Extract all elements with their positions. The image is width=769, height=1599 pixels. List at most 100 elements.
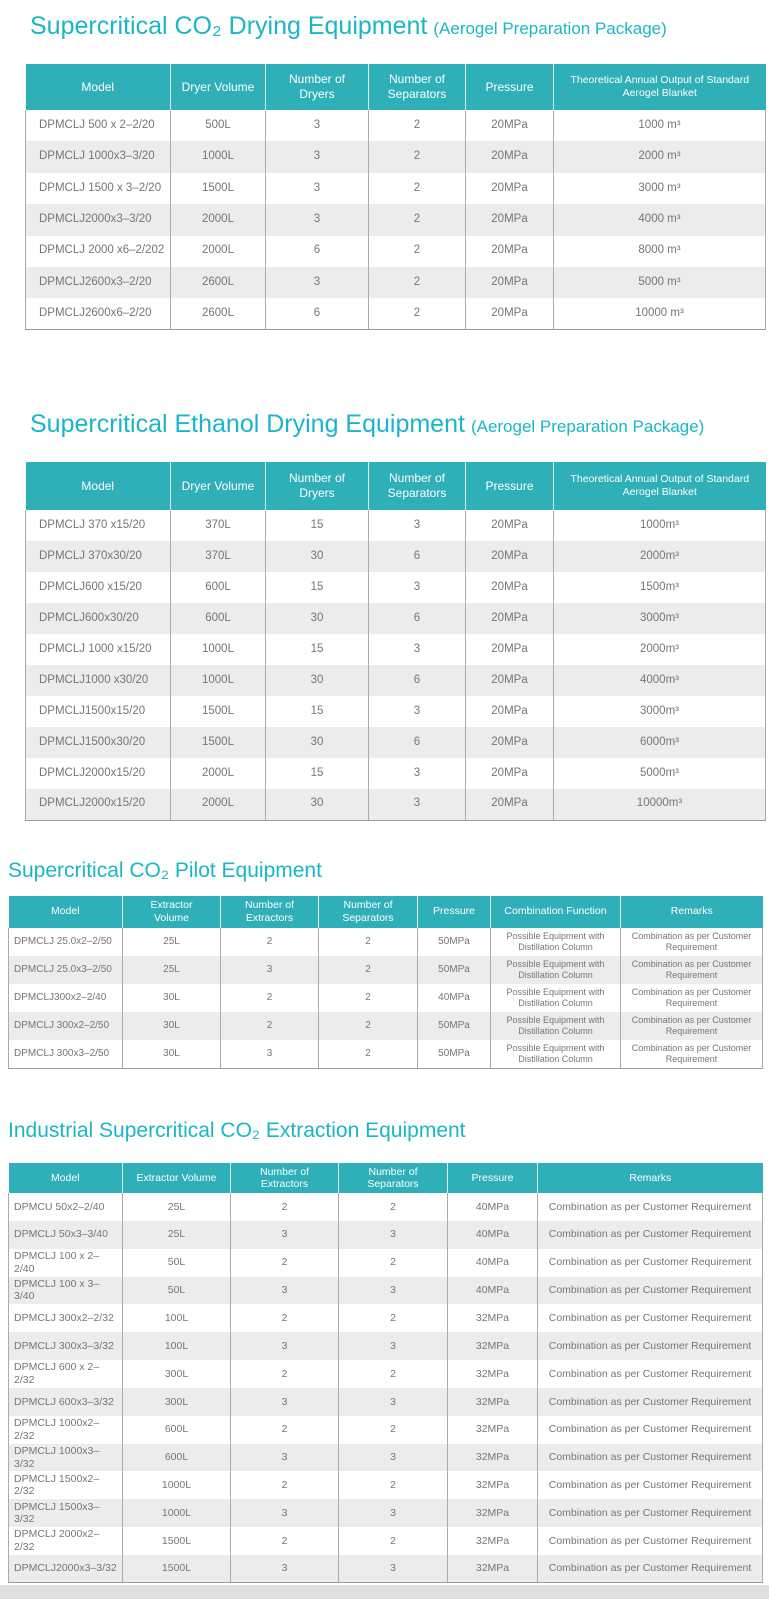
table-row: DPMCLJ 600x3–3/32 300L 3 3 32MPa Combination … — [8, 1387, 763, 1416]
table-cell: DPMCLJ 370x30/20 — [25, 541, 171, 572]
table-cell: DPMCLJ 1500 x 3–2/20 — [25, 172, 171, 205]
table-cell: 3 — [230, 1220, 339, 1249]
column-header: Extractor Volume — [122, 896, 221, 928]
table-cell: DPMCLJ 25.0x2–2/50 — [8, 928, 123, 956]
table-cell: 20MPa — [465, 758, 554, 789]
table-cell: 25L — [122, 1220, 231, 1249]
table-cell: 2 — [368, 266, 466, 299]
table-cell: Possible Equipment with Distillation Col… — [490, 984, 621, 1012]
table-cell: 3 — [338, 1499, 448, 1528]
table-cell: 1000L — [122, 1499, 231, 1528]
table-cell: 500L — [170, 110, 266, 142]
header-row: Model Extractor Volume Number of Extractor… — [8, 896, 763, 928]
table-cell: 1000 m³ — [553, 110, 766, 142]
table-cell: 3 — [338, 1443, 448, 1472]
table-row: DPMCLJ 300x2–2/32 100L 2 2 32MPa Combination … — [8, 1304, 763, 1333]
table-row: DPMCLJ 1500x3–3/32 1000L 3 3 32MPa Combinatio… — [8, 1499, 763, 1528]
table-cell: 15 — [265, 696, 369, 727]
table-cell: 32MPa — [447, 1415, 538, 1444]
table-cell: DPMCLJ1000 x30/20 — [25, 665, 171, 696]
table-row: DPMCLJ 100 x 2–2/40 50L 2 2 40MPa Combination… — [8, 1248, 763, 1277]
table-cell: 20MPa — [465, 541, 554, 572]
table-cell: 3 — [230, 1387, 339, 1416]
table-cell: 6000m³ — [553, 727, 766, 758]
table-row: DPMCLJ2600x3–2/20 2600L 3 2 20MPa 5000 m³ — [25, 266, 766, 299]
table-cell: 20MPa — [465, 665, 554, 696]
table-cell: 3 — [265, 172, 369, 205]
table-cell: 2600L — [170, 266, 266, 299]
table-cell: 20MPa — [465, 298, 554, 331]
table-cell: 3000m³ — [553, 603, 766, 634]
table-cell: 2 — [338, 1471, 448, 1500]
table-cell: 3 — [338, 1276, 448, 1305]
table-cell: Combination as per Customer Requirement — [537, 1499, 763, 1528]
table-cell: 3 — [368, 696, 466, 727]
table-cell: 2 — [318, 956, 418, 984]
table-cell: Combination as per Customer Requirement — [537, 1220, 763, 1249]
table-cell: 2 — [338, 1304, 448, 1333]
table-cell: 300L — [122, 1360, 231, 1388]
column-header: Theoretical Annual Output of Standard Ae… — [553, 64, 766, 110]
table-row: DPMCLJ 2000x2–2/32 1500L 2 2 32MPa Combinatio… — [8, 1527, 763, 1555]
table-row: DPMCLJ 100 x 3–3/40 50L 3 3 40MPa Combination… — [8, 1276, 763, 1305]
table-cell: 10000m³ — [553, 789, 766, 821]
table-cell: 2000m³ — [553, 541, 766, 572]
table-cell: DPMCLJ 300x2–2/50 — [8, 1012, 123, 1040]
column-header: Remarks — [537, 1163, 763, 1193]
table-row: DPMCLJ 600 x 2–2/32 300L 2 2 32MPa Combinatio… — [8, 1360, 763, 1388]
table-cell: 50MPa — [417, 928, 491, 956]
table-cell: 6 — [265, 235, 369, 267]
table-cell: 2 — [318, 984, 418, 1012]
table-cell: 100L — [122, 1332, 231, 1361]
table-cell: 6 — [368, 727, 466, 758]
table-cell: DPMCLJ 1500x3–3/32 — [8, 1499, 123, 1528]
section-title-suffix: (Aerogel Preparation Package) — [433, 19, 667, 38]
table-cell: Combination as per Customer Requirement — [537, 1527, 763, 1555]
table-cell: Possible Equipment with Distillation Col… — [490, 928, 621, 956]
table-row: DPMCLJ 1000x3–3/20 1000L 3 2 20MPa 2000 m³ — [25, 141, 766, 173]
table-cell: Combination as per Customer Requirement — [537, 1276, 763, 1305]
table-cell: 4000 m³ — [553, 204, 766, 236]
table-cell: DPMCLJ 2000x2–2/32 — [8, 1527, 123, 1555]
table-row: DPMCLJ 1000x2–2/32 600L 2 2 32MPa Combination… — [8, 1415, 763, 1444]
section-title-ethanol-drying: Supercritical Ethanol Drying Equipment (A… — [30, 410, 704, 439]
table-row: DPMCLJ600 x15/20 600L 15 3 20MPa 1500m³ — [25, 572, 766, 603]
table-cell: 600L — [170, 572, 266, 603]
table-cell: 40MPa — [447, 1193, 538, 1221]
table-cell: Combination as per Customer Requirement — [620, 1040, 763, 1069]
table-cell: 20MPa — [465, 235, 554, 267]
table-cell: 5000m³ — [553, 758, 766, 789]
ethanol-drying-equipment-table: Model Dryer Volume Number of Dryers Number … — [25, 462, 766, 821]
table-row: DPMCLJ1000 x30/20 1000L 30 6 20MPa 4000m³ — [25, 665, 766, 696]
table-cell: 8000 m³ — [553, 235, 766, 267]
column-header: Pressure — [465, 64, 554, 110]
table-row: DPMCLJ 25.0x3–2/50 25L 3 2 50MPa Possible Equ… — [8, 956, 763, 984]
table-cell: 32MPa — [447, 1471, 538, 1500]
table-cell: 20MPa — [465, 696, 554, 727]
table-row: DPMCLJ 300x3–2/50 30L 3 2 50MPa Possible Equi… — [8, 1040, 763, 1069]
section-title-text: Supercritical CO₂ Pilot Equipment — [8, 859, 322, 882]
table-cell: 2 — [338, 1193, 448, 1221]
table-cell: 20MPa — [465, 266, 554, 299]
table-cell: 20MPa — [465, 510, 554, 541]
table-row: DPMCLJ600x30/20 600L 30 6 20MPa 3000m³ — [25, 603, 766, 634]
table-cell: DPMCLJ1500x30/20 — [25, 727, 171, 758]
table-cell: 2 — [368, 110, 466, 142]
table-cell: Possible Equipment with Distillation Col… — [490, 956, 621, 984]
table-cell: 1000L — [170, 665, 266, 696]
table-cell: Combination as per Customer Requirement — [537, 1471, 763, 1500]
table-cell: 20MPa — [465, 727, 554, 758]
column-header: Combination Function — [490, 896, 621, 928]
table-cell: DPMCLJ 1500x2–2/32 — [8, 1471, 123, 1500]
co2-pilot-equipment-table: Model Extractor Volume Number of Extractor… — [8, 896, 763, 1069]
table-cell: 32MPa — [447, 1499, 538, 1528]
table-cell: Combination as per Customer Requirement — [620, 984, 763, 1012]
table-cell: 32MPa — [447, 1443, 538, 1472]
table-cell: 3 — [338, 1554, 448, 1584]
table-cell: DPMCLJ300x2–2/40 — [8, 984, 123, 1012]
column-header: Theoretical Annual Output of Standard Ae… — [553, 462, 766, 510]
table-cell: 2 — [338, 1527, 448, 1555]
column-header: Model — [8, 896, 123, 928]
table-cell: 3 — [368, 789, 466, 821]
